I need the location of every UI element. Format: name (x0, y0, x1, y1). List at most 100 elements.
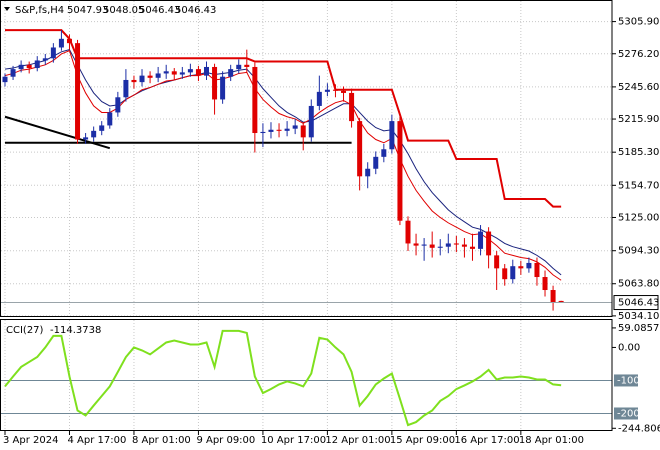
candle-body (18, 64, 24, 70)
candle-body (66, 38, 72, 44)
candle-body (332, 89, 338, 91)
candle-body (534, 262, 540, 278)
candle-body (2, 76, 8, 83)
candle-body (453, 243, 459, 245)
candle-body (131, 79, 137, 83)
candle-body (228, 69, 234, 77)
candle-body (502, 268, 508, 280)
candle-body (558, 300, 564, 303)
header-close: 5046.43 (175, 5, 216, 16)
level-label: -100 (617, 375, 640, 386)
symbol-title: S&P,fs,H4 (15, 5, 64, 16)
candle-body (478, 231, 484, 249)
y-tick-label: 5185.30 (618, 147, 659, 158)
candle-body (83, 137, 89, 140)
candle-body (469, 246, 475, 249)
x-tick-label: 9 Apr 09:00 (196, 435, 255, 446)
candle-body (510, 266, 516, 280)
x-tick-label: 3 Apr 2024 (3, 435, 58, 446)
y-tick-label: 5154.70 (618, 180, 659, 191)
candle-body (99, 125, 105, 131)
candle-body (244, 64, 250, 67)
candle-body (107, 112, 113, 126)
y-tick-label: -244.8067 (618, 423, 660, 434)
candle-body (542, 277, 548, 291)
candle-body (220, 76, 226, 100)
candle-body (50, 47, 56, 59)
candle-body (268, 129, 274, 132)
x-tick-label: 8 Apr 01:00 (132, 435, 191, 446)
x-tick-label: 16 Apr 17:00 (454, 435, 519, 446)
main-frame (0, 0, 613, 317)
candle-body (413, 243, 419, 246)
candle-body (10, 69, 16, 77)
candle-body (308, 105, 314, 138)
indicator-value: -114.3738 (50, 325, 101, 336)
candle-body (179, 72, 185, 75)
overlay-line (5, 29, 562, 208)
y-tick-label: 59.0857 (618, 323, 659, 334)
candle-body (316, 91, 322, 106)
candle-body (437, 246, 443, 248)
y-tick-label: 5063.80 (618, 279, 659, 290)
candle-body (34, 60, 40, 69)
candle-body (461, 244, 467, 247)
header-open: 5047.93 (67, 5, 108, 16)
candle-body (236, 64, 242, 70)
menu-arrow (4, 7, 10, 11)
candle-body (429, 244, 435, 248)
y-tick-label: 5305.90 (618, 17, 659, 28)
price-tag (613, 295, 659, 311)
candle-body (163, 71, 169, 74)
y-tick-label: 5215.90 (618, 114, 659, 125)
candle-body (389, 121, 395, 150)
candle-body (284, 128, 290, 131)
candle-body (276, 129, 282, 131)
indicator-title: CCI(27) (6, 325, 44, 336)
x-tick-label: 10 Apr 17:00 (261, 435, 326, 446)
candle-body (421, 244, 427, 246)
candle-body (115, 97, 121, 113)
x-tick-label: 15 Apr 09:00 (390, 435, 455, 446)
y-tick-label: 5125.00 (618, 212, 659, 223)
candle-body (381, 149, 387, 157)
indicator-line (4, 329, 562, 427)
candle-body (292, 125, 298, 129)
header-low: 5046.43 (139, 5, 180, 16)
candle-body (494, 255, 500, 269)
candle-body (324, 89, 330, 92)
candle-body (123, 79, 129, 98)
candle-body (139, 75, 145, 83)
x-tick-label: 4 Apr 17:00 (67, 435, 126, 446)
x-tick-label: 18 Apr 01:00 (519, 435, 584, 446)
header-high: 5048.05 (103, 5, 144, 16)
candle-body (252, 66, 258, 134)
candle-body (260, 131, 266, 134)
candle-body (155, 73, 161, 78)
candle-body (91, 130, 97, 138)
candle-body (365, 168, 371, 177)
candle-body (26, 64, 32, 69)
candle-body (357, 121, 363, 177)
candle-body (204, 66, 209, 76)
candle-body (147, 75, 153, 78)
candle-body (486, 231, 492, 256)
level-label: -200 (617, 408, 640, 419)
y-tick-label: 5276.20 (618, 49, 659, 60)
overlay-line (4, 49, 562, 276)
candle-body (300, 125, 306, 138)
candle-body (58, 38, 64, 48)
candle-body (397, 121, 403, 221)
level-tag (614, 407, 638, 420)
y-tick-label: 5034.10 (618, 311, 659, 322)
indicator-frame (0, 319, 613, 431)
y-tick-label: 5245.60 (618, 82, 659, 93)
x-tick-label: 12 Apr 01:00 (325, 435, 390, 446)
candle-body (526, 262, 532, 269)
candle-body (405, 220, 411, 244)
overlay-line (4, 50, 562, 281)
y-tick-label: 0.00 (618, 342, 640, 353)
